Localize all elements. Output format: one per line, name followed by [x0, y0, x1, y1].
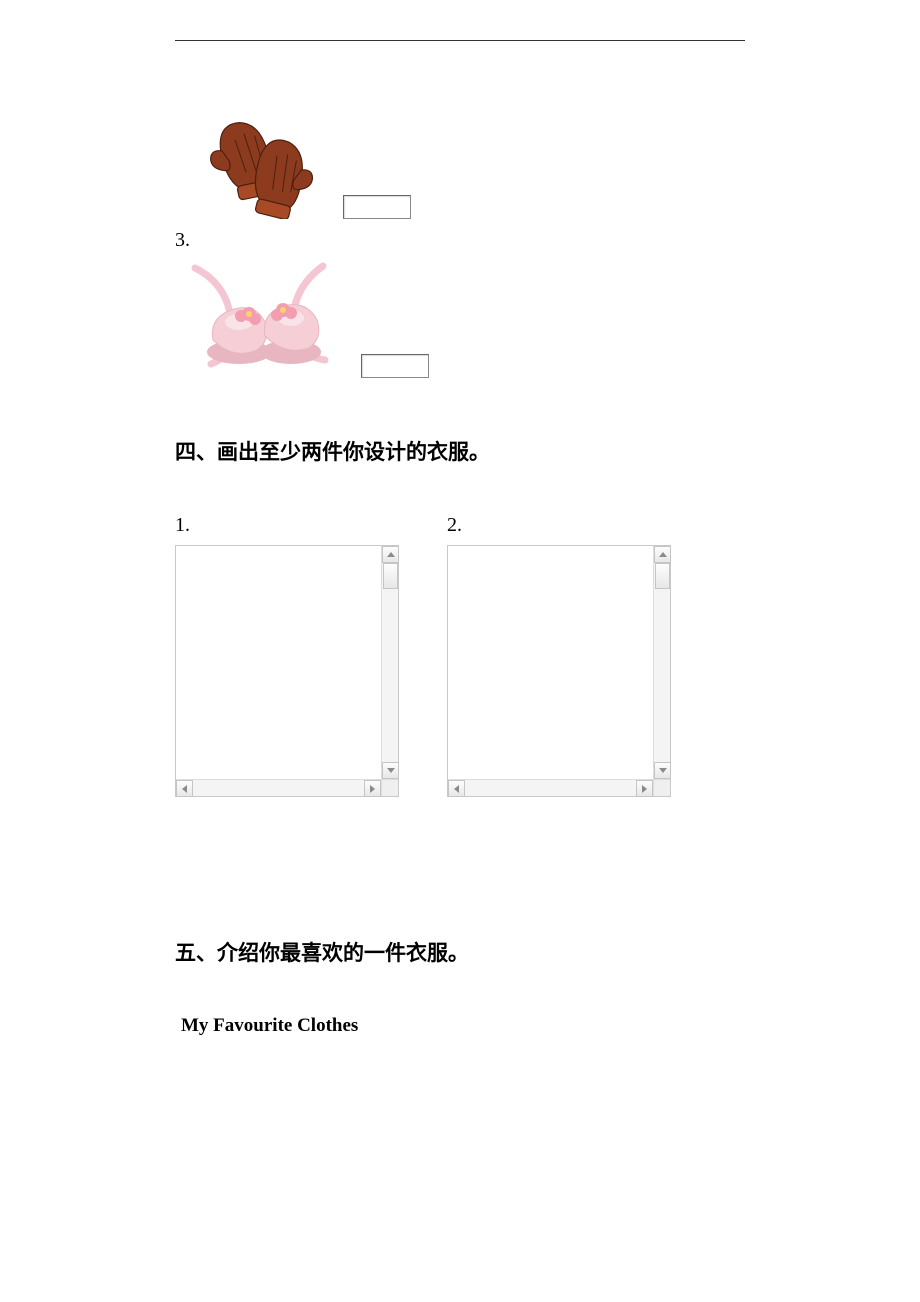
draw-box-1-vscrollbar[interactable] — [381, 546, 398, 779]
section-4-draw-row: 1. 2. — [175, 514, 745, 797]
scroll-right-icon[interactable] — [364, 780, 381, 797]
scroll-corner — [381, 779, 398, 796]
scroll-v-thumb[interactable] — [655, 563, 670, 589]
scroll-h-track[interactable] — [465, 780, 636, 796]
draw-box-1-col: 1. — [175, 514, 399, 797]
draw-box-2-hscrollbar[interactable] — [448, 779, 653, 796]
scroll-corner — [653, 779, 670, 796]
draw-canvas-1[interactable] — [176, 546, 381, 779]
draw-box-1-hscrollbar[interactable] — [176, 779, 381, 796]
draw-box-2[interactable] — [447, 545, 671, 797]
question-2-row — [175, 111, 745, 219]
question-3-row — [175, 260, 745, 378]
draw-box-2-vscrollbar[interactable] — [653, 546, 670, 779]
scroll-down-icon[interactable] — [382, 762, 399, 779]
question-3-number: 3. — [175, 229, 745, 252]
worksheet-page: 3. — [0, 0, 920, 1097]
draw-box-2-label: 2. — [447, 514, 671, 537]
header-rule — [175, 40, 745, 41]
draw-box-1-label: 1. — [175, 514, 399, 537]
scroll-v-track[interactable] — [654, 563, 670, 762]
scroll-up-icon[interactable] — [382, 546, 399, 563]
shoes-image — [175, 260, 343, 378]
section-5-subtitle: My Favourite Clothes — [181, 1015, 745, 1037]
scroll-right-icon[interactable] — [636, 780, 653, 797]
scroll-v-track[interactable] — [382, 563, 398, 762]
scroll-up-icon[interactable] — [654, 546, 671, 563]
scroll-left-icon[interactable] — [176, 780, 193, 797]
section-5-heading: 五、介绍你最喜欢的一件衣服。 — [175, 937, 745, 967]
draw-canvas-2[interactable] — [448, 546, 653, 779]
scroll-v-thumb[interactable] — [383, 563, 398, 589]
section-4-heading: 四、画出至少两件你设计的衣服。 — [175, 436, 745, 466]
question-2-answer-input[interactable] — [343, 195, 411, 219]
gloves-image — [175, 111, 325, 219]
question-3-answer-input[interactable] — [361, 354, 429, 378]
draw-box-1[interactable] — [175, 545, 399, 797]
scroll-down-icon[interactable] — [654, 762, 671, 779]
scroll-h-track[interactable] — [193, 780, 364, 796]
draw-box-2-col: 2. — [447, 514, 671, 797]
scroll-left-icon[interactable] — [448, 780, 465, 797]
